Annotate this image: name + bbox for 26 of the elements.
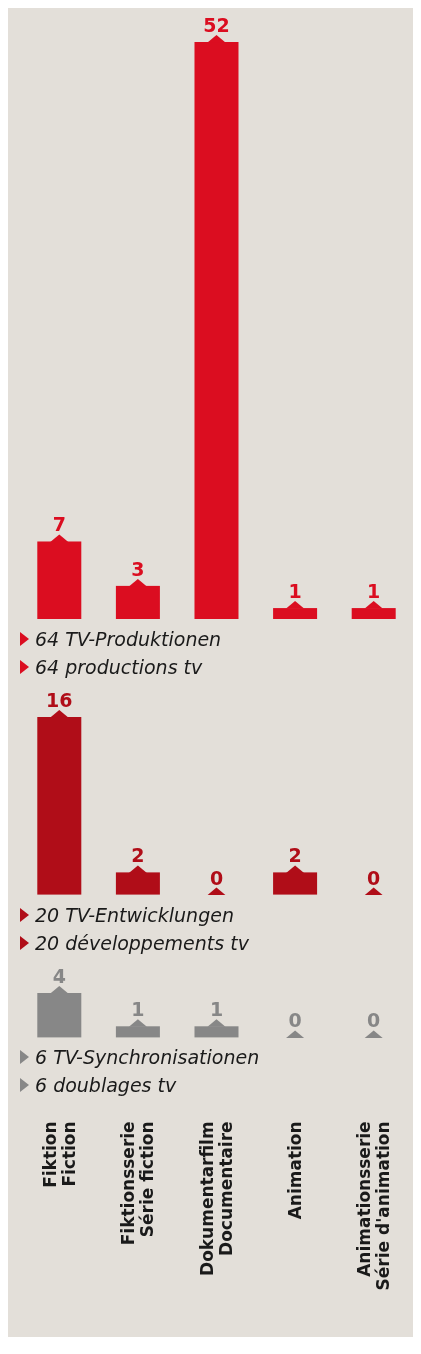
x-tick-label: Fiktion Fiction bbox=[39, 1121, 79, 1188]
text: 6 doublages tv bbox=[35, 1074, 177, 1097]
data-label: 1 bbox=[209, 998, 224, 1021]
data-label: 16 bbox=[46, 689, 73, 712]
text: 64 TV-Produktionen bbox=[35, 628, 222, 651]
text: 20 développements tv bbox=[35, 931, 249, 954]
data-label: 2 bbox=[131, 844, 145, 867]
data-label: 3 bbox=[131, 557, 145, 580]
data-label: 0 bbox=[367, 866, 381, 889]
data-label: 2 bbox=[288, 844, 302, 867]
x-tick-label: Animationsserie Série d'animation bbox=[354, 1121, 393, 1291]
x-tick-label: Animation bbox=[285, 1121, 306, 1220]
data-label: 52 bbox=[203, 14, 230, 36]
data-label: 1 bbox=[131, 998, 145, 1021]
data-label: 1 bbox=[288, 580, 302, 603]
data-label: 7 bbox=[52, 513, 66, 536]
data-label: 0 bbox=[209, 866, 224, 889]
data-label: 1 bbox=[367, 580, 381, 603]
text: 64 productions tv bbox=[35, 656, 203, 679]
x-tick-label: Fiktionsserie Série fiction bbox=[118, 1121, 158, 1246]
data-label: 4 bbox=[52, 964, 66, 987]
text: 20 TV-Entwicklungen bbox=[35, 903, 234, 926]
text: 6 TV-Synchronisationen bbox=[35, 1046, 260, 1069]
data-label: 0 bbox=[288, 1009, 302, 1032]
data-label: 0 bbox=[367, 1009, 381, 1032]
x-tick-label: Dokumentarfilm Documentaire bbox=[197, 1121, 236, 1276]
